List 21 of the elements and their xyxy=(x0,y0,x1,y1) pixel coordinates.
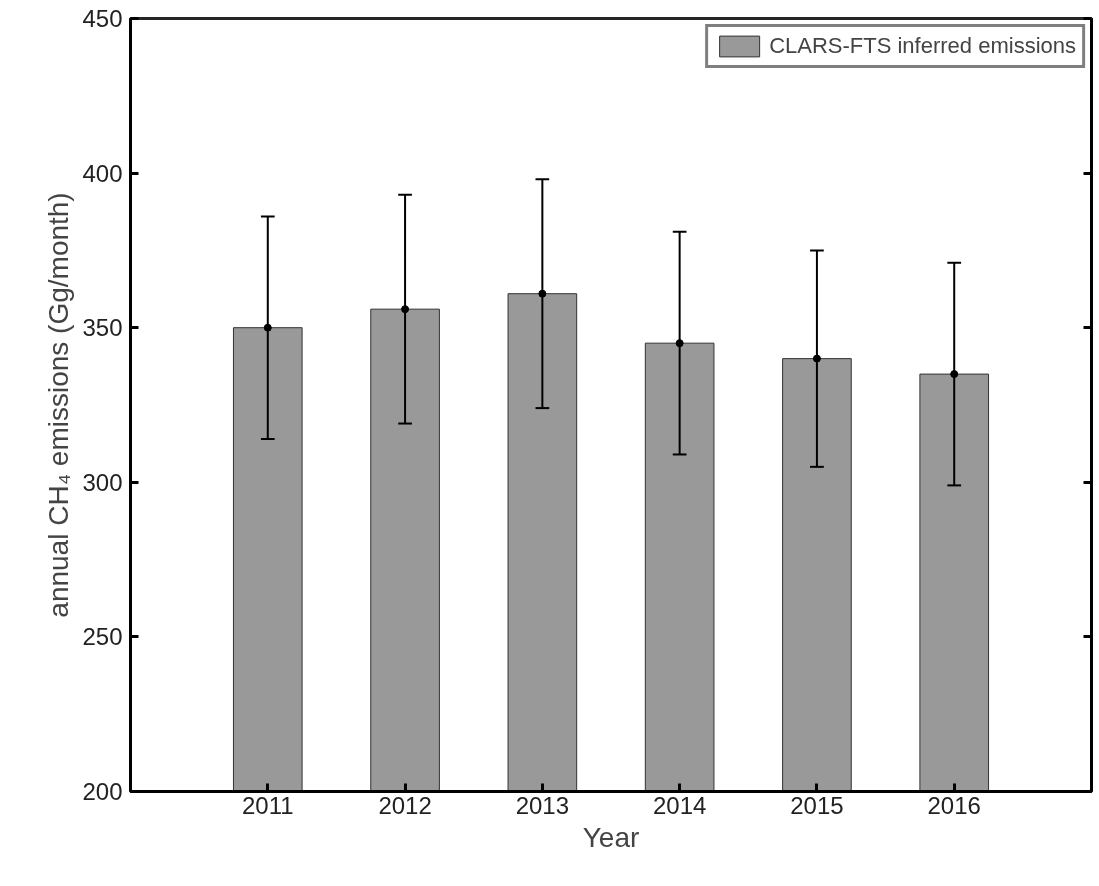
x-tick-label: 2012 xyxy=(378,791,432,819)
point xyxy=(401,305,410,314)
point xyxy=(812,354,821,363)
y-tick-label: 200 xyxy=(82,778,123,805)
x-tick-label: 2013 xyxy=(515,791,570,819)
y-tick-label: 350 xyxy=(82,314,123,342)
point xyxy=(950,370,959,379)
point xyxy=(538,289,547,298)
point xyxy=(263,323,272,332)
y-tick-label: 300 xyxy=(82,468,123,496)
x-tick-label: 2014 xyxy=(652,791,707,819)
legend-label: CLARS-FTS inferred emissions xyxy=(769,33,1076,59)
y-tick-label: 450 xyxy=(82,5,123,32)
x-tick-label: 2015 xyxy=(790,791,844,819)
y-tick-label: 400 xyxy=(82,159,123,187)
point xyxy=(675,339,684,348)
x-axis-title: Year xyxy=(582,821,640,853)
y-axis-title: annual CH₄ emissions (Gg/month) xyxy=(43,192,75,618)
x-tick-label: 2016 xyxy=(927,791,981,819)
x-tick-label: 2011 xyxy=(241,791,294,819)
y-tick-label: 250 xyxy=(82,623,123,651)
